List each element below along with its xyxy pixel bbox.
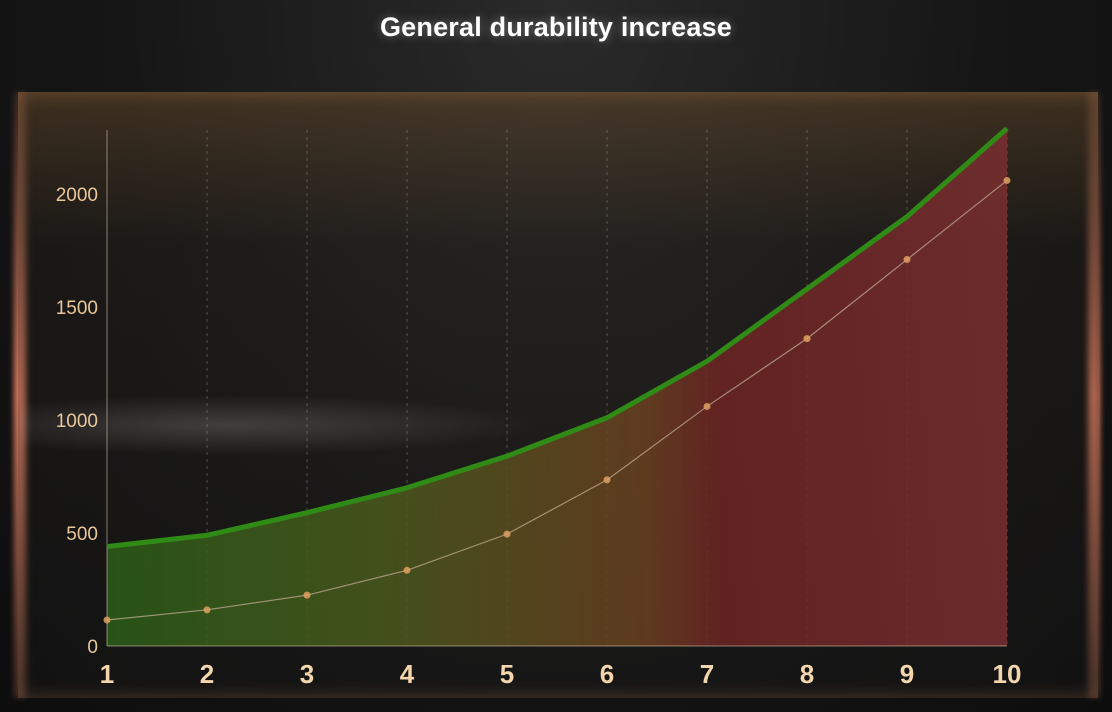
x-tick-label-3: 3	[300, 659, 314, 689]
x-tick-label-5: 5	[500, 659, 514, 689]
x-tick-label-4: 4	[400, 659, 415, 689]
series-main-line	[106, 126, 1009, 550]
x-tick-label-8: 8	[800, 659, 814, 689]
y-tick-label-2000: 2000	[56, 185, 98, 206]
line-layer	[106, 126, 1009, 621]
secondary-point-4	[403, 566, 411, 574]
page-title: General durability increase	[379, 12, 733, 42]
secondary-point-8	[803, 335, 811, 343]
y-tick-label-1000: 1000	[56, 411, 98, 432]
axis-layer	[106, 130, 1007, 647]
secondary-point-10	[1003, 176, 1011, 184]
y-tick-label-0: 0	[87, 637, 98, 658]
secondary-point-5	[503, 530, 511, 538]
area-fill	[107, 128, 1007, 646]
secondary-point-2	[203, 606, 211, 614]
secondary-point-9	[903, 256, 911, 264]
secondary-point-7	[703, 402, 711, 410]
x-tick-label-7: 7	[700, 659, 714, 689]
x-tick-label-2: 2	[200, 659, 214, 689]
secondary-point-1	[103, 616, 111, 624]
secondary-point-3	[303, 591, 311, 599]
y-tick-label-500: 500	[66, 524, 98, 545]
y-tick-label-1500: 1500	[56, 298, 98, 319]
area-layer	[107, 128, 1007, 646]
x-tick-label-6: 6	[600, 659, 614, 689]
x-tick-label-10: 10	[993, 659, 1022, 689]
secondary-point-6	[603, 476, 611, 484]
x-tick-label-1: 1	[100, 659, 114, 689]
x-tick-label-9: 9	[900, 659, 914, 689]
label-layer: 0 500 1000 1500 2000 1 2 3 4 5 6 7 8 9 10	[56, 185, 1022, 689]
series-secondary-line	[106, 179, 1008, 621]
marker-layer	[103, 176, 1011, 624]
